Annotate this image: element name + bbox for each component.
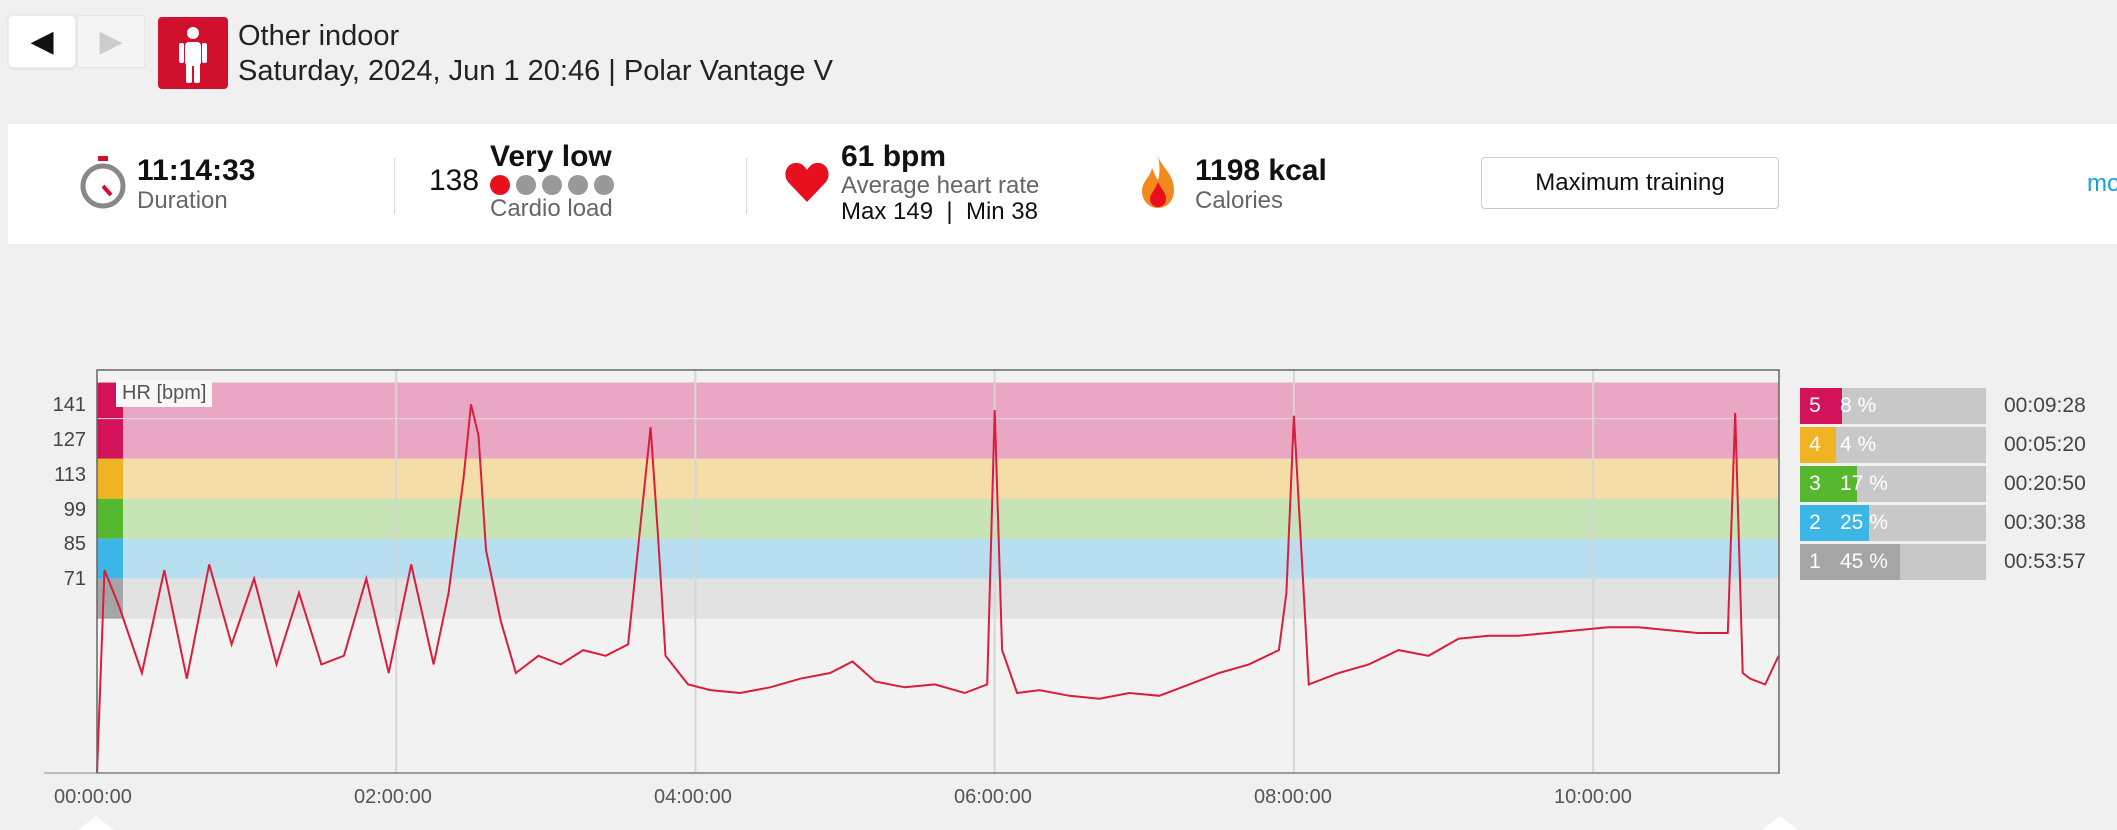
zone-percent: 17 %: [1840, 466, 1888, 502]
chart-legend-label: HR [bpm]: [116, 380, 212, 407]
zone-number: 4: [1800, 427, 1830, 463]
zone-fill-bar: [1830, 427, 1836, 463]
y-tick: 113: [36, 464, 86, 487]
zone-time: 00:09:28: [2004, 388, 2086, 424]
zone-percent: 45 %: [1840, 544, 1888, 580]
zone-row-2: 2 25 %: [1800, 505, 1986, 541]
zone-row-5: 5 8 %: [1800, 388, 1986, 424]
zone-row-3: 3 17 %: [1800, 466, 1986, 502]
zone-number: 2: [1800, 505, 1830, 541]
zone-number: 1: [1800, 544, 1830, 580]
zone-time: 00:30:38: [2004, 505, 2086, 541]
zone-time: 00:53:57: [2004, 544, 2086, 580]
zone-marker: [97, 539, 123, 579]
y-tick: 99: [36, 499, 86, 522]
zone-band: [97, 499, 1779, 539]
zone-number: 5: [1800, 388, 1830, 424]
x-tick: 02:00:00: [354, 786, 432, 809]
x-tick: 06:00:00: [954, 786, 1032, 809]
x-tick: 08:00:00: [1254, 786, 1332, 809]
zone-percent: 4 %: [1840, 427, 1876, 463]
zone-number: 3: [1800, 466, 1830, 502]
y-tick: 141: [36, 394, 86, 417]
zone-time: 00:05:20: [2004, 427, 2086, 463]
zone-band: [97, 419, 1779, 459]
y-tick: 127: [36, 429, 86, 452]
x-tick: 00:00:00: [54, 786, 132, 809]
zone-band: [97, 459, 1779, 499]
y-tick: 85: [36, 533, 86, 556]
y-tick: 71: [36, 568, 86, 591]
zone-marker: [97, 419, 123, 459]
zone-time: 00:20:50: [2004, 466, 2086, 502]
zone-row-1: 1 45 %: [1800, 544, 1986, 580]
x-tick: 04:00:00: [654, 786, 732, 809]
zone-band: [97, 539, 1779, 579]
zone-band: [97, 383, 1779, 419]
zone-percent: 25 %: [1840, 505, 1888, 541]
zone-marker: [97, 499, 123, 539]
zone-percent: 8 %: [1840, 388, 1876, 424]
zone-band: [97, 579, 1779, 619]
x-tick: 10:00:00: [1554, 786, 1632, 809]
zone-row-4: 4 4 %: [1800, 427, 1986, 463]
zone-marker: [97, 459, 123, 499]
